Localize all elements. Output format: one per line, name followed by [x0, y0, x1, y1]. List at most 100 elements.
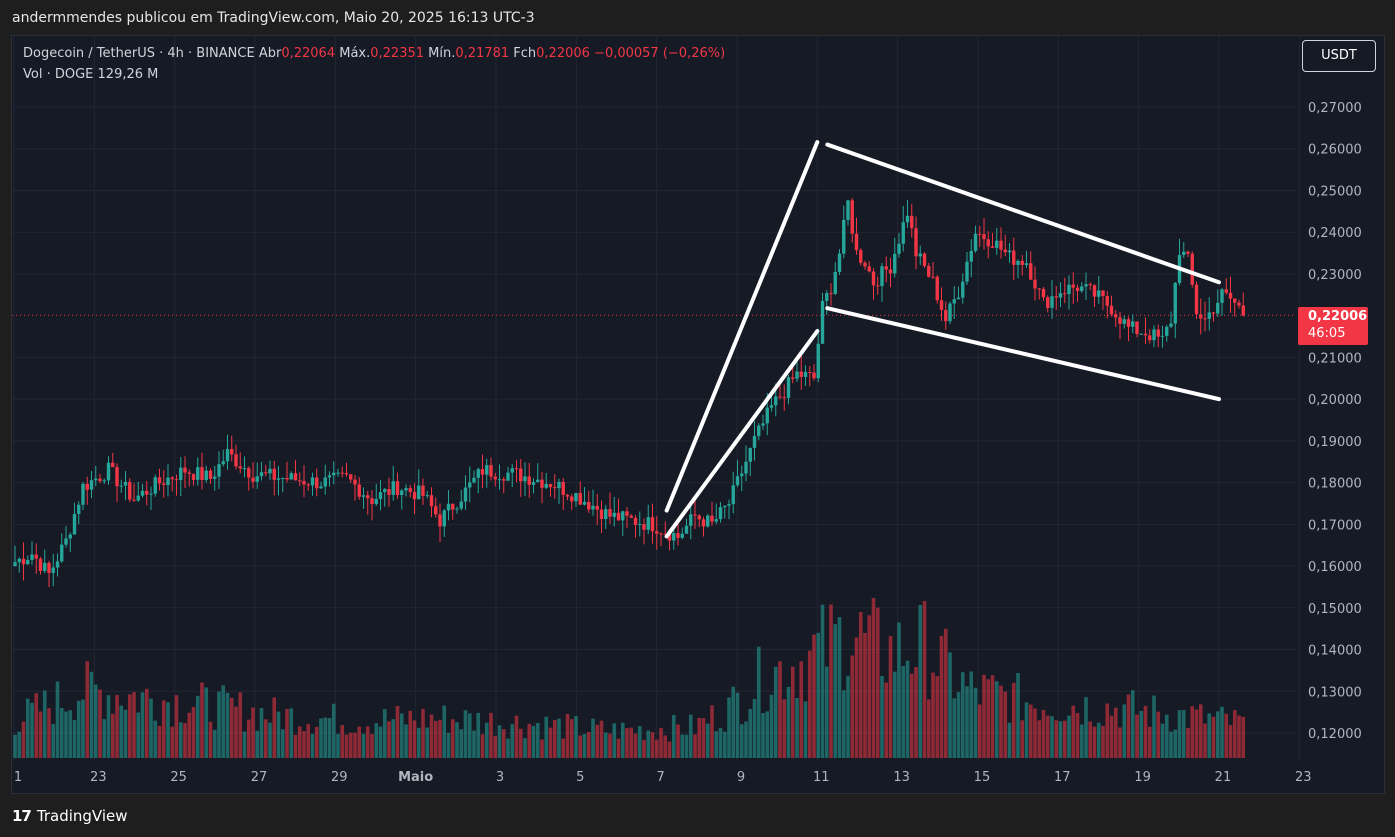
currency-button[interactable]: USDT	[1302, 40, 1376, 72]
candle-body	[723, 505, 727, 508]
volume-bar	[183, 723, 187, 758]
x-tick-label: 7	[656, 770, 664, 785]
candle-body	[888, 269, 893, 274]
volume-bar	[255, 730, 260, 758]
candle-body	[455, 508, 459, 510]
volume-bar	[786, 686, 791, 758]
candle-body	[1024, 263, 1029, 265]
candle-body	[213, 476, 217, 479]
volume-label[interactable]: Vol · DOGE	[23, 67, 94, 82]
candle-body	[761, 423, 765, 426]
symbol-label[interactable]: Dogecoin / TetherUS · 4h · BINANCE	[23, 46, 255, 61]
candle-body	[570, 496, 574, 502]
volume-bar	[127, 694, 132, 758]
volume-bar	[170, 726, 175, 758]
candle-body	[1139, 333, 1143, 335]
candle-body	[204, 470, 208, 481]
candle-body	[1207, 312, 1211, 319]
candle-body	[710, 515, 714, 522]
brand-name[interactable]: TradingView	[36, 807, 128, 825]
volume-bar	[756, 646, 761, 758]
volume-bar	[671, 714, 676, 758]
candle-body	[663, 533, 667, 535]
volume-bar	[361, 733, 366, 758]
candle-body	[281, 477, 285, 479]
volume-bar	[871, 598, 876, 758]
candle-body	[506, 472, 510, 481]
volume-bar	[51, 723, 56, 758]
candle-body	[1182, 251, 1186, 256]
open-label: Abr	[258, 46, 282, 61]
candle-body	[310, 477, 315, 486]
volume-bar	[1177, 710, 1182, 758]
candle-body	[1046, 297, 1050, 308]
volume-bar	[642, 739, 646, 758]
volume-bar	[1088, 721, 1093, 758]
candle-body	[740, 473, 744, 477]
footer: 17 TradingView	[12, 805, 128, 827]
volume-bar	[875, 607, 880, 758]
candle-body	[170, 477, 174, 480]
chart-panel[interactable]	[11, 35, 1385, 794]
candle-body	[765, 407, 769, 424]
candle-body	[842, 219, 846, 254]
candle-body	[944, 309, 948, 322]
candle-body	[145, 490, 149, 495]
candle-body	[995, 240, 999, 248]
candle-body	[13, 562, 17, 567]
candle-body	[451, 503, 455, 510]
volume-bar	[348, 732, 353, 758]
candle-body	[536, 479, 540, 483]
last-price-tag: 0,22006 46:05	[1298, 307, 1368, 345]
volume-bar	[412, 720, 417, 758]
volume-bar	[544, 716, 549, 758]
volume-bar	[1101, 725, 1105, 758]
trendline	[664, 329, 820, 539]
volume-bar	[603, 732, 608, 758]
volume-bar	[21, 721, 26, 758]
volume-bar	[909, 673, 914, 758]
volume-bar	[535, 722, 540, 758]
candle-body	[1165, 326, 1169, 336]
candle-body	[98, 478, 102, 482]
candle-body	[1233, 298, 1237, 303]
x-tick-label: 27	[251, 770, 268, 785]
candle-body	[111, 462, 115, 468]
candle-body	[986, 239, 990, 247]
x-tick-label: 1	[14, 770, 22, 785]
volume-bar	[897, 622, 901, 758]
volume-bar	[914, 666, 918, 758]
y-tick-label: 0,18000	[1308, 477, 1362, 492]
volume-bar	[565, 713, 570, 758]
y-tick-label: 0,26000	[1308, 143, 1362, 158]
volume-bar	[13, 734, 17, 758]
volume-bar	[646, 730, 651, 758]
candle-body	[285, 477, 289, 480]
candle-body	[493, 476, 497, 480]
volume-bar	[276, 711, 281, 758]
candle-body	[693, 514, 697, 516]
volume-bar	[1139, 710, 1144, 758]
candle-body	[1114, 314, 1118, 318]
volume-bar	[433, 720, 438, 758]
candle-body	[816, 343, 820, 379]
volume-bar	[595, 724, 600, 758]
volume-bar	[765, 711, 770, 758]
candle-body	[149, 493, 153, 495]
volume-bar	[982, 674, 986, 758]
volume-bar	[106, 695, 111, 758]
tradingview-logo-icon[interactable]: 17	[12, 807, 32, 825]
candle-body	[519, 468, 523, 482]
candle-body	[1007, 250, 1012, 253]
candle-body	[582, 501, 587, 505]
volume-bar	[1173, 729, 1178, 758]
candle-body	[786, 377, 791, 398]
y-tick-label: 0,21000	[1308, 351, 1362, 366]
volume-bar	[459, 729, 464, 758]
volume-bar	[582, 733, 587, 758]
volume-bar	[931, 672, 935, 758]
candle-body	[616, 512, 621, 521]
candle-body	[242, 468, 247, 470]
volume-bar	[697, 718, 702, 758]
